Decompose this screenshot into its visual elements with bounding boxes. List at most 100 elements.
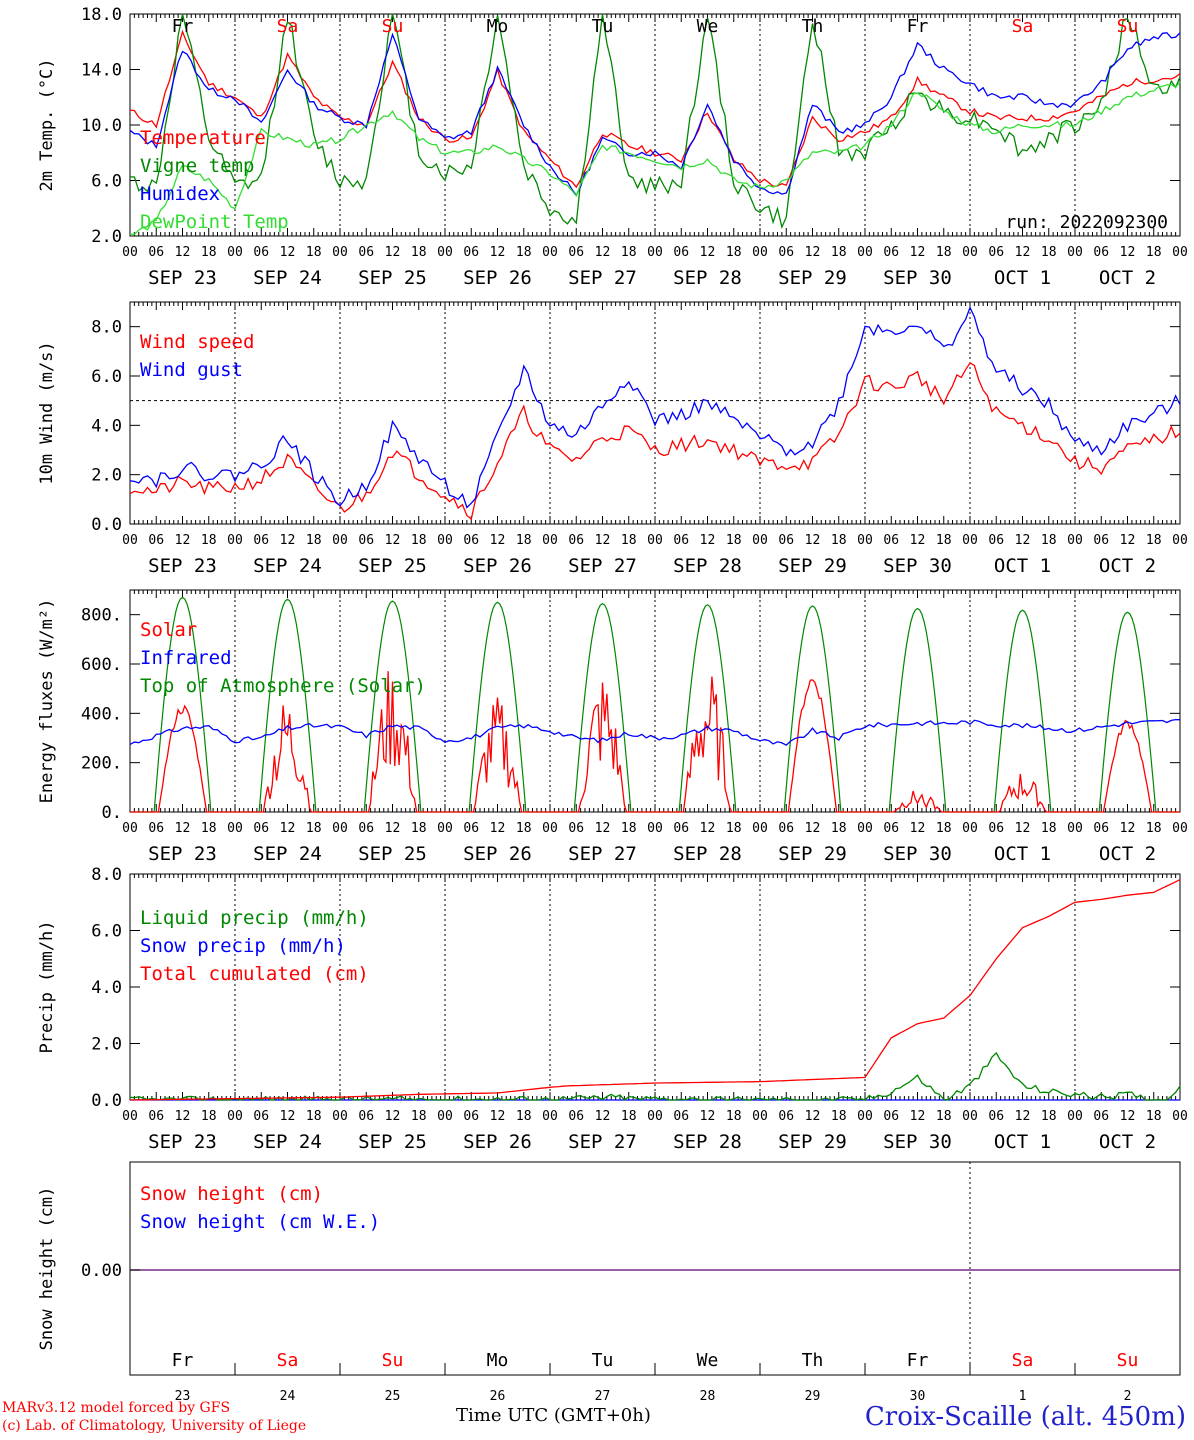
date-label: SEP 30	[883, 555, 952, 577]
hour-tick-label: 06	[673, 821, 689, 836]
hour-tick-label: 18	[201, 1109, 217, 1124]
hour-tick-label: 06	[778, 1109, 794, 1124]
date-label: OCT 1	[994, 267, 1051, 289]
hour-tick-label: 06	[1093, 245, 1109, 260]
hour-tick-label: 06	[358, 1109, 374, 1124]
y-tick-label: 2.0	[91, 466, 122, 486]
date-label: SEP 23	[148, 843, 217, 865]
date-label: OCT 1	[994, 555, 1051, 577]
date-label: SEP 27	[568, 1131, 637, 1153]
series-line-toa	[130, 596, 1180, 813]
weekday-label: We	[697, 1350, 719, 1371]
legend-dewpoint-temp: DewPoint Temp	[140, 211, 289, 233]
hour-tick-label: 06	[883, 1109, 899, 1124]
hour-tick-label: 00	[647, 1109, 663, 1124]
hour-tick-label: 00	[857, 1109, 873, 1124]
hour-tick-label: 18	[516, 245, 532, 260]
weekday-label: Fr	[907, 16, 929, 37]
hour-tick-label: 12	[910, 245, 926, 260]
hour-tick-label: 12	[1120, 533, 1136, 548]
hour-tick-label: 18	[936, 245, 952, 260]
y-tick-label: 6.0	[91, 367, 122, 387]
y-tick-label: 10.0	[81, 116, 122, 136]
hour-tick-label: 00	[332, 533, 348, 548]
weekday-label: Fr	[172, 1350, 194, 1371]
date-label: SEP 28	[673, 1131, 742, 1153]
legend-total-cumulated-cm-: Total cumulated (cm)	[140, 963, 369, 985]
hour-tick-label: 00	[122, 1109, 138, 1124]
date-label: OCT 2	[1099, 843, 1156, 865]
hour-tick-label: 06	[253, 245, 269, 260]
hour-tick-label: 06	[883, 245, 899, 260]
copyright-credit: (c) Lab. of Climatology, University of L…	[2, 1418, 307, 1434]
date-label: SEP 26	[463, 267, 532, 289]
hour-tick-label: 00	[857, 245, 873, 260]
hour-tick-label: 00	[857, 533, 873, 548]
y-tick-label: 2.0	[91, 1035, 122, 1055]
date-label: SEP 25	[358, 267, 427, 289]
day-number-label: 30	[910, 1389, 926, 1404]
station-name: Croix-Scaille (alt. 450m)	[864, 1402, 1186, 1432]
hour-tick-label: 00	[122, 245, 138, 260]
hour-tick-label: 00	[1172, 533, 1188, 548]
hour-tick-label: 12	[385, 245, 401, 260]
y-axis-label: 2m Temp. (°C)	[37, 58, 57, 191]
hour-tick-label: 12	[280, 821, 296, 836]
weekday-label: Su	[382, 16, 404, 37]
credits: MARv3.12 model forced by GFS (c) Lab. of…	[2, 1399, 306, 1435]
hour-tick-label: 00	[542, 245, 558, 260]
legend-snow-precip-mm-h-: Snow precip (mm/h)	[140, 935, 346, 957]
series-line-solar	[130, 671, 1180, 813]
hour-tick-label: 18	[831, 245, 847, 260]
hour-tick-label: 06	[568, 821, 584, 836]
weekday-label: Fr	[907, 1350, 929, 1371]
y-tick-label: 6.0	[91, 922, 122, 942]
date-label: SEP 24	[253, 1131, 322, 1153]
day-number-label: 1	[1019, 1389, 1027, 1404]
hour-tick-label: 00	[227, 821, 243, 836]
hour-tick-label: 06	[673, 533, 689, 548]
legend-wind-gust: Wind gust	[140, 359, 243, 381]
date-label: OCT 2	[1099, 1131, 1156, 1153]
day-number-label: 26	[490, 1389, 506, 1404]
date-label: SEP 30	[883, 1131, 952, 1153]
run-label: run: 2022092300	[1005, 212, 1168, 233]
hour-tick-label: 18	[201, 245, 217, 260]
hour-tick-label: 06	[148, 533, 164, 548]
date-label: SEP 24	[253, 843, 322, 865]
hour-tick-label: 00	[1172, 245, 1188, 260]
series-line-liquid-precip-mm-h-	[129, 1051, 1181, 1101]
hour-tick-label: 00	[542, 533, 558, 548]
hour-tick-label: 06	[253, 821, 269, 836]
date-label: SEP 29	[778, 267, 847, 289]
hour-tick-label: 18	[831, 533, 847, 548]
y-tick-label: 6.0	[91, 172, 122, 192]
date-label: SEP 28	[673, 267, 742, 289]
y-tick-label: 14.0	[81, 61, 122, 81]
y-tick-label: 18.0	[81, 5, 122, 25]
hour-tick-label: 18	[516, 533, 532, 548]
hour-tick-label: 18	[516, 1109, 532, 1124]
weekday-label: Mo	[487, 16, 509, 37]
hour-tick-label: 12	[385, 533, 401, 548]
hour-tick-label: 00	[1067, 245, 1083, 260]
y-axis-label: 10m Wind (m/s)	[37, 341, 57, 484]
hour-tick-label: 06	[1093, 533, 1109, 548]
hour-tick-label: 12	[1120, 821, 1136, 836]
weekday-label: Sa	[1012, 1350, 1034, 1371]
series-line-dewpoint-temp	[129, 81, 1181, 235]
hour-tick-label: 18	[411, 821, 427, 836]
date-label: SEP 23	[148, 555, 217, 577]
legend-wind-speed: Wind speed	[140, 331, 254, 353]
hour-tick-label: 06	[883, 821, 899, 836]
date-label: SEP 29	[778, 1131, 847, 1153]
hour-tick-label: 00	[1067, 1109, 1083, 1124]
weekday-label: Tu	[592, 1350, 614, 1371]
hour-tick-label: 00	[437, 1109, 453, 1124]
date-label: SEP 28	[673, 555, 742, 577]
hour-tick-label: 06	[148, 821, 164, 836]
hour-tick-label: 06	[1093, 821, 1109, 836]
hour-tick-label: 00	[647, 533, 663, 548]
hour-tick-label: 12	[910, 821, 926, 836]
date-label: OCT 1	[994, 1131, 1051, 1153]
